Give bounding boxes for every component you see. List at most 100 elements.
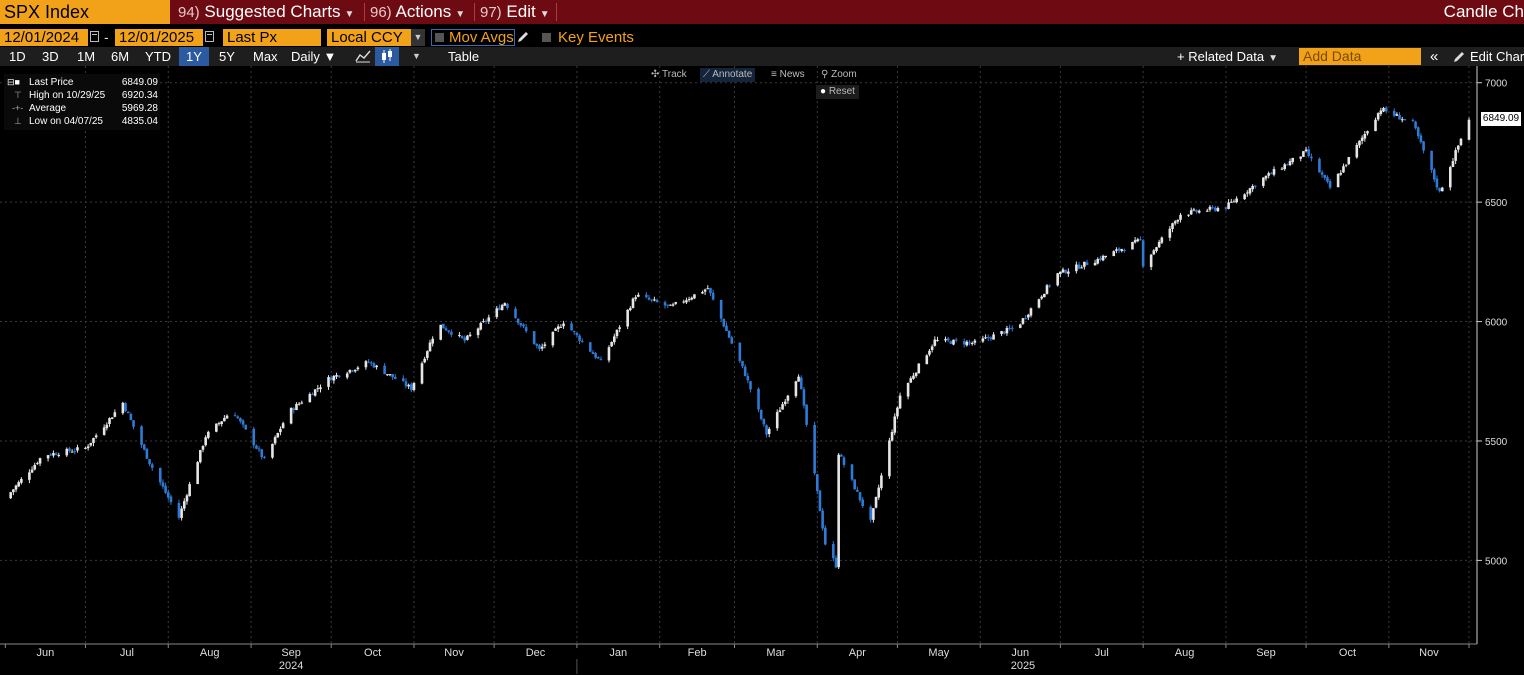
candle-up <box>786 395 790 401</box>
candle-up <box>204 437 207 446</box>
candle-down <box>311 394 314 396</box>
currency-select[interactable]: Local CCY <box>327 29 413 46</box>
candle-down <box>124 403 127 412</box>
range-3d-button[interactable]: 3D <box>42 49 59 64</box>
candle-up <box>981 338 985 342</box>
candle-up <box>778 410 782 413</box>
candle-up <box>930 346 934 350</box>
candle-up <box>458 334 461 336</box>
frequency-select[interactable]: Daily ▼ <box>291 49 337 64</box>
pencil-icon[interactable] <box>1452 50 1466 64</box>
news-tool[interactable]: ≡ News <box>771 68 805 82</box>
candle-up <box>89 442 93 446</box>
related-data-button[interactable]: + Related Data ▼ <box>1177 47 1278 66</box>
range-ytd-button[interactable]: YTD <box>145 49 171 64</box>
line-chart-icon[interactable] <box>355 49 371 63</box>
range-1y-button[interactable]: 1Y <box>179 47 209 66</box>
candle-down <box>1411 119 1415 121</box>
key-events-checkbox[interactable] <box>542 33 551 42</box>
chevron-down-icon[interactable]: ▼ <box>411 29 425 46</box>
candle-up <box>12 489 15 493</box>
x-tick-label: Sep <box>1256 647 1276 659</box>
grid-lines <box>0 66 1477 644</box>
mov-avgs-checkbox[interactable] <box>435 33 444 42</box>
legend-value: 6849.09 <box>121 77 158 88</box>
calendar-icon[interactable] <box>205 31 214 42</box>
candle-down <box>442 323 445 329</box>
start-date-field[interactable]: 12/01/2024 <box>0 29 88 46</box>
add-data-input[interactable]: Add Data <box>1299 48 1421 65</box>
candle-up <box>113 412 117 417</box>
candle-up <box>944 338 947 341</box>
candle-down <box>1438 187 1441 192</box>
candle-up <box>893 416 897 433</box>
caret-down-icon: ▼ <box>455 9 466 20</box>
candle-up <box>1029 308 1033 316</box>
candle-down <box>161 482 165 487</box>
reset-button[interactable]: ● Reset <box>816 85 859 99</box>
candle-down <box>164 485 167 493</box>
range-1d-button[interactable]: 1D <box>9 49 26 64</box>
candle-up <box>121 402 125 414</box>
price-field-select[interactable]: Last Px <box>223 29 321 46</box>
candle-up <box>1040 296 1043 299</box>
candle-up <box>319 387 322 390</box>
actions-menu[interactable]: 96) Actions ▼ <box>370 0 465 24</box>
candle-down <box>447 330 451 332</box>
end-date-field[interactable]: 12/01/2025 <box>115 29 203 46</box>
candle-up <box>1216 208 1220 212</box>
candle-down <box>655 299 659 302</box>
candle-down <box>1195 210 1198 212</box>
chart-type-dropdown-icon[interactable]: ▼ <box>412 51 421 61</box>
ticker-field[interactable]: SPX Index <box>0 0 170 24</box>
candle-down <box>1392 110 1396 116</box>
x-tick-label: Dec <box>526 647 546 659</box>
candle-down <box>532 331 536 345</box>
edit-chart-button[interactable]: Edit Char <box>1470 49 1524 64</box>
annotate-tool[interactable]: ⟋ Annotate <box>700 68 756 82</box>
edit-menu[interactable]: 97) Edit ▼ <box>480 0 550 24</box>
magnifier-icon: ⚲ <box>821 69 829 80</box>
candle-up <box>1400 119 1404 121</box>
candle-up <box>1302 151 1305 157</box>
suggested-charts-menu[interactable]: 94) Suggested Charts ▼ <box>178 0 354 24</box>
mov-avgs-toggle[interactable] <box>431 29 515 46</box>
candle-up <box>356 367 360 370</box>
candle-up <box>1283 164 1286 170</box>
x-tick-label: Sep <box>281 647 301 659</box>
candle-up <box>94 435 98 438</box>
candle-down <box>1002 331 1006 334</box>
candle-down <box>1307 149 1311 156</box>
last-price-tag: 6849.09 <box>1481 111 1521 126</box>
candle-up <box>634 297 637 299</box>
candle-down <box>514 308 517 318</box>
legend-high: ⊤ High on 10/29/25 6920.34 <box>4 89 160 102</box>
candlestick-chart[interactable]: 7000 6500 6000 5500 5000 Jun Jul Aug Sep Oct Nov D… <box>0 66 1524 675</box>
x-tick-label: May <box>928 647 949 659</box>
candle-up <box>30 469 34 473</box>
range-6m-button[interactable]: 6M <box>111 49 130 64</box>
candle-down <box>765 425 768 435</box>
candle-down <box>383 365 386 375</box>
calendar-icon[interactable] <box>90 31 99 42</box>
range-5y-button[interactable]: 5Y <box>219 49 235 64</box>
candle-up <box>1018 324 1022 328</box>
zoom-tool[interactable]: ⚲ Zoom <box>821 68 857 82</box>
candle-up <box>1093 262 1097 266</box>
candle-up <box>1267 173 1270 176</box>
candle-down <box>1286 164 1289 166</box>
collapse-chevron-icon[interactable]: « <box>1430 48 1439 65</box>
candle-chart-button[interactable] <box>375 47 399 66</box>
candle-down <box>255 445 258 449</box>
range-1m-button[interactable]: 1M <box>77 49 96 64</box>
candle-down <box>591 352 595 355</box>
caret-down-icon: ▼ <box>539 9 550 20</box>
range-max-button[interactable]: Max <box>253 49 278 64</box>
track-tool[interactable]: ✣ Track <box>651 68 687 82</box>
candle-up <box>271 443 274 458</box>
candle-up <box>1374 119 1377 132</box>
table-button[interactable]: Table <box>448 49 480 64</box>
candle-up <box>1272 169 1276 175</box>
pencil-icon[interactable] <box>516 30 530 44</box>
menu-label: Actions <box>395 2 452 21</box>
